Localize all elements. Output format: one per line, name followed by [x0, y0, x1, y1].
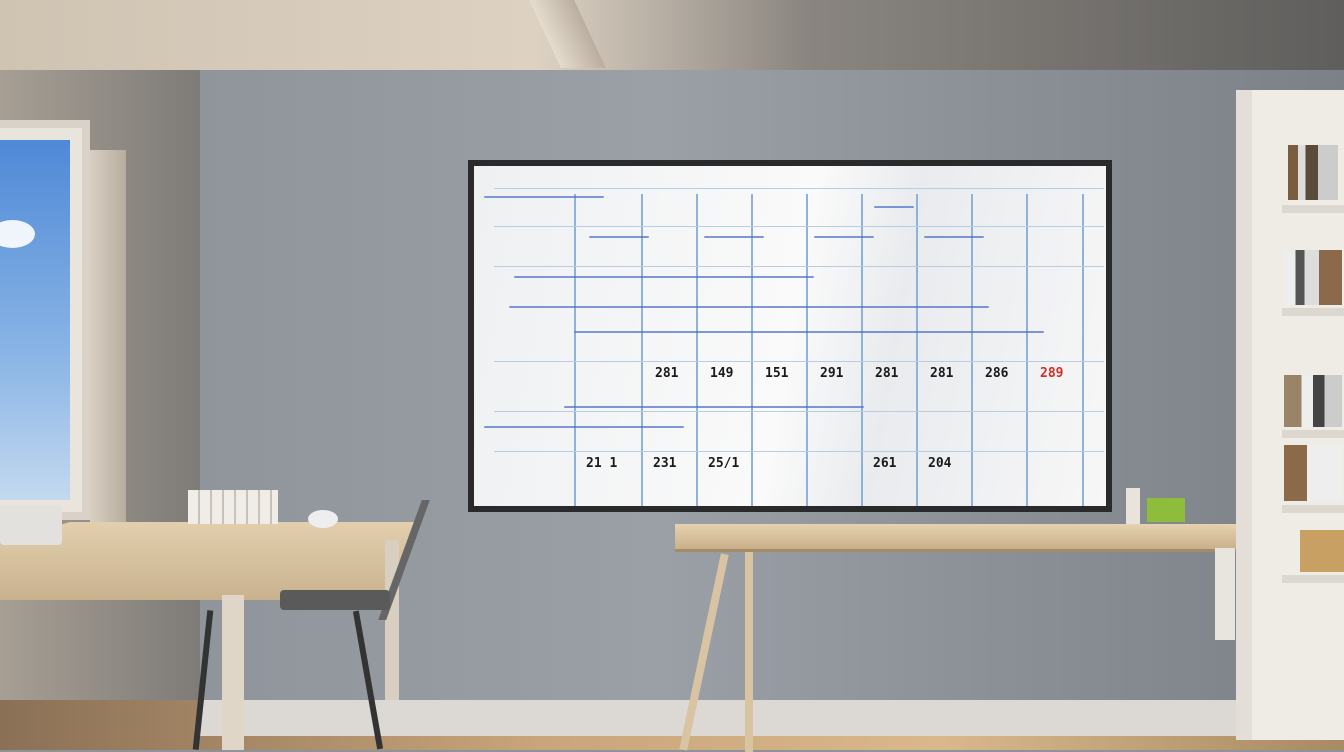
calendar-column-line — [641, 194, 643, 506]
handwriting-scribble — [704, 236, 764, 238]
desk-leg — [222, 595, 244, 750]
cloud — [0, 220, 35, 248]
handwriting-scribble — [589, 236, 649, 238]
handwriting-scribble — [574, 331, 1044, 333]
shelf — [1282, 308, 1344, 316]
table-leg — [745, 552, 753, 752]
table-bracket — [1215, 548, 1235, 640]
handwriting-scribble — [874, 206, 914, 208]
calendar-number: 231 — [653, 456, 677, 471]
desk-leg — [385, 540, 399, 700]
handwriting-scribble — [924, 236, 984, 238]
calendar-number: 281 — [875, 366, 899, 381]
desk — [0, 522, 420, 600]
cup — [1126, 488, 1140, 524]
whiteboard-calendar: 281 21 1 149 231 151 25/1 291 281 281 261 286 204 28… — [468, 160, 1112, 512]
shelf — [1282, 205, 1344, 213]
calendar-column-line — [861, 194, 863, 506]
calendar-number: 261 — [873, 456, 897, 471]
mouse — [308, 510, 338, 528]
handwriting-scribble — [514, 276, 814, 278]
calendar-number: 21 1 — [586, 456, 618, 471]
calendar-column-line — [806, 194, 808, 506]
ceiling — [0, 0, 1344, 70]
calendar-column-line — [574, 194, 576, 506]
calendar-column-line — [696, 194, 698, 506]
file-organizer — [188, 490, 278, 524]
calendar-row-line — [494, 451, 1104, 452]
calendar-number: 149 — [710, 366, 734, 381]
calendar-column-line — [916, 194, 918, 506]
whiteboard-surface: 281 21 1 149 231 151 25/1 291 281 281 261 286 204 28… — [474, 166, 1106, 506]
calendar-row-line — [494, 411, 1104, 412]
calendar-column-line — [751, 194, 753, 506]
window-recess — [90, 150, 126, 530]
calendar-number: 25/1 — [708, 456, 740, 471]
handwriting-scribble — [484, 196, 604, 198]
storage-box — [1300, 530, 1344, 572]
baseboard — [200, 700, 1240, 736]
calendar-column-line — [1026, 194, 1028, 506]
window-sky — [0, 140, 70, 500]
calendar-row-line — [494, 361, 1104, 362]
handwriting-scribble — [484, 426, 684, 428]
calendar-number: 291 — [820, 366, 844, 381]
desk-lamp — [0, 505, 62, 545]
books — [1288, 145, 1338, 200]
chair-seat — [280, 590, 390, 610]
calendar-number: 204 — [928, 456, 952, 471]
books — [1284, 375, 1342, 427]
books — [1284, 250, 1342, 305]
handwriting-scribble — [509, 306, 989, 308]
calendar-row-line — [494, 188, 1104, 189]
calendar-number: 281 — [655, 366, 679, 381]
desk-organizer — [1147, 498, 1185, 522]
shelf — [1282, 430, 1344, 438]
handwriting-scribble — [814, 236, 874, 238]
books — [1284, 445, 1342, 501]
calendar-column-line — [971, 194, 973, 506]
calendar-column-line — [1082, 194, 1084, 506]
calendar-number: 286 — [985, 366, 1009, 381]
calendar-row-line — [494, 266, 1104, 267]
handwriting-scribble — [564, 406, 864, 408]
wall-table — [675, 524, 1262, 552]
shelf — [1282, 575, 1344, 583]
calendar-row-line — [494, 226, 1104, 227]
shelf — [1282, 505, 1344, 513]
calendar-number: 151 — [765, 366, 789, 381]
calendar-number: 289 — [1040, 366, 1064, 381]
calendar-number: 281 — [930, 366, 954, 381]
